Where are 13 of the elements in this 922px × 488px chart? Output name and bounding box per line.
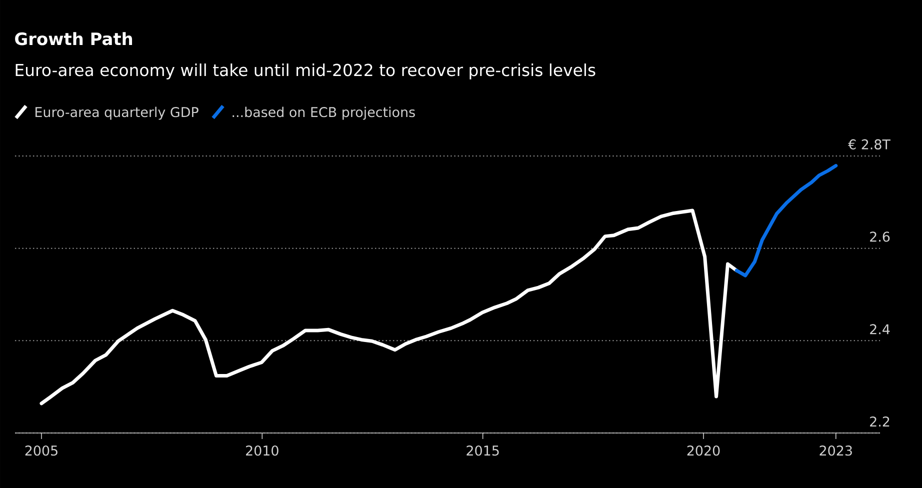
chart-subtitle: Euro-area economy will take until mid-2022 to recover pre-crisis levels <box>16 64 596 80</box>
y-tick-label: 2.2 <box>870 416 890 426</box>
y-tick-label: 2.4 <box>870 324 890 334</box>
y-tick-label: € 2.8T <box>848 139 890 150</box>
x-tick-label: 2005 <box>25 446 58 456</box>
y-tick-label: 2.6 <box>870 232 890 242</box>
x-tick-label: 2023 <box>820 446 852 456</box>
legend-label: ...based on ECB projections <box>232 106 415 120</box>
chart-title: Growth Path <box>15 32 132 46</box>
x-tick-label: 2020 <box>687 446 720 456</box>
x-tick-label: 2015 <box>466 446 499 456</box>
legend-label: Euro-area quarterly GDP <box>36 106 198 120</box>
x-tick-label: 2010 <box>246 446 278 456</box>
